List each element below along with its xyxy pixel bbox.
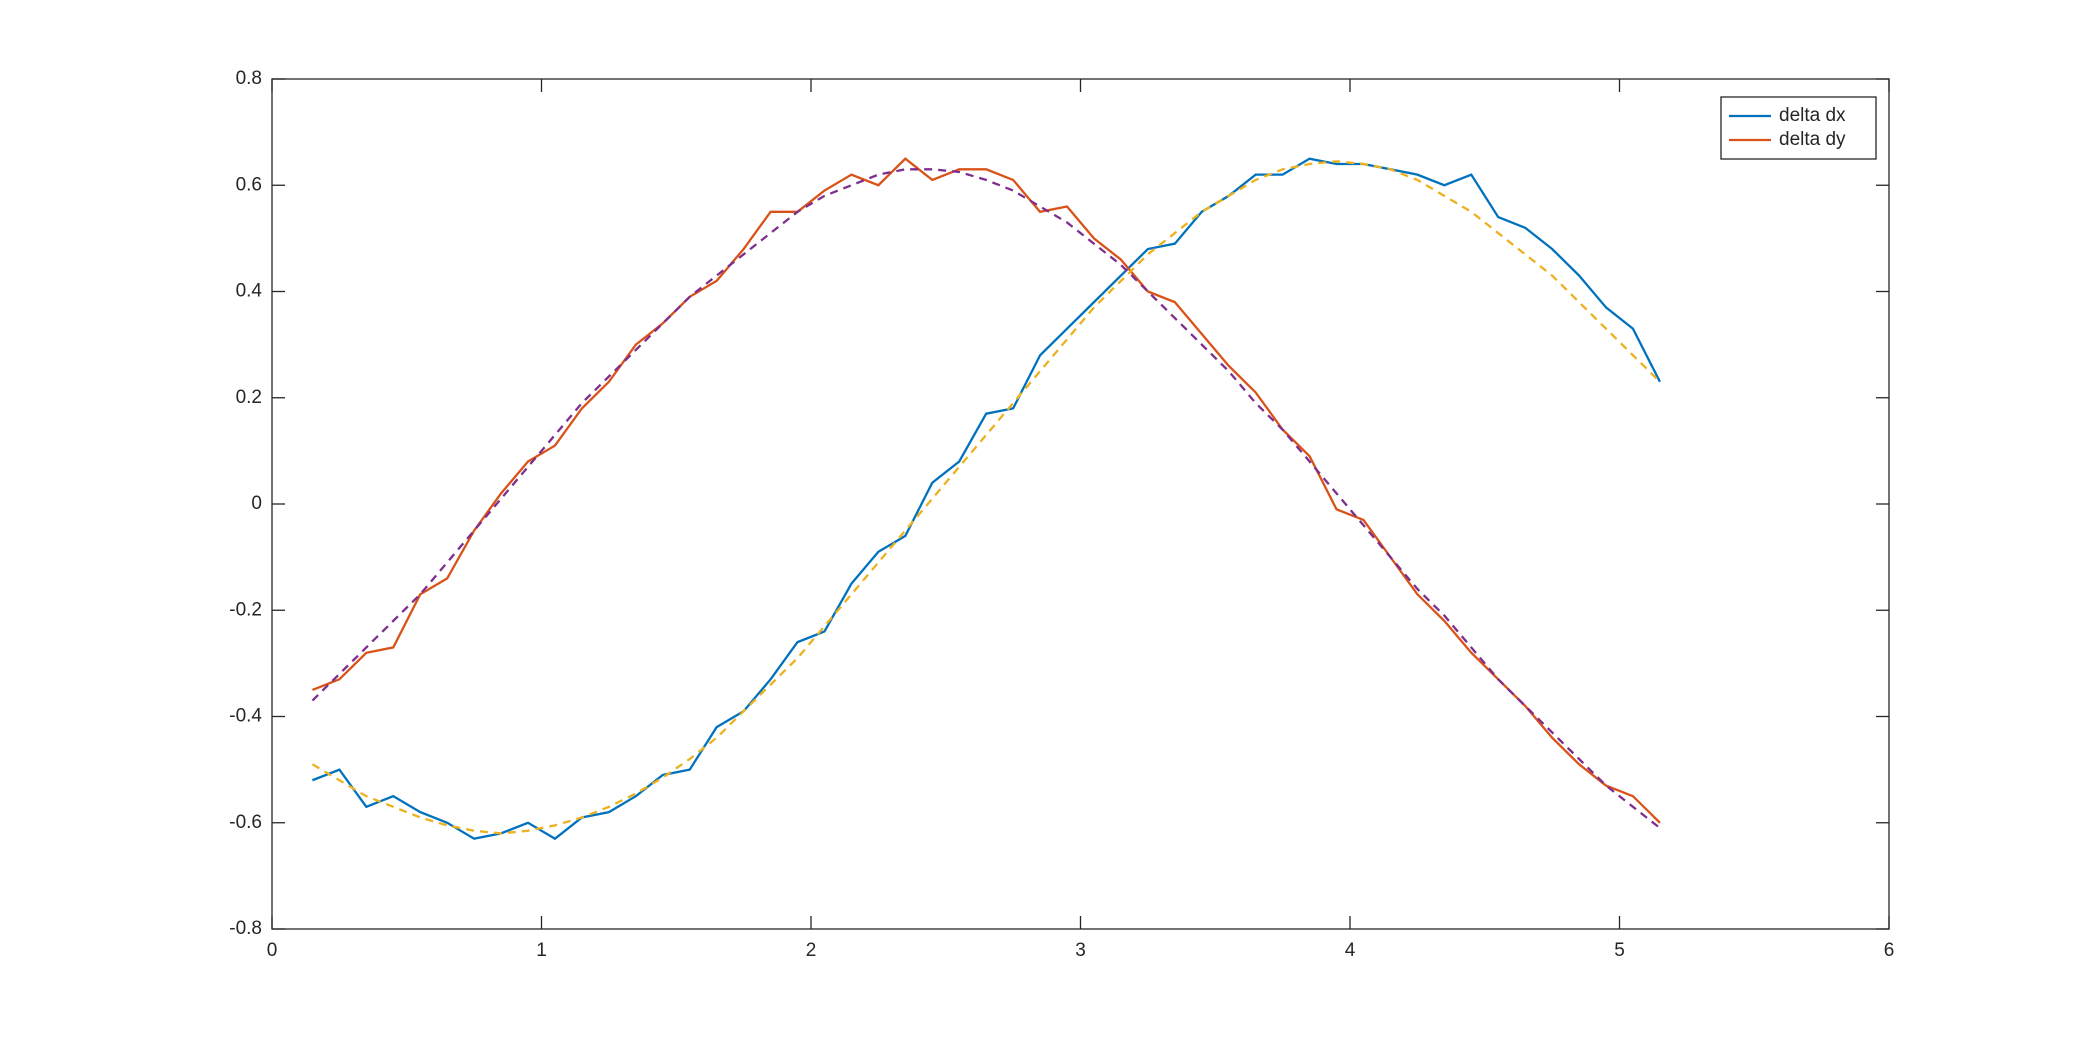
data-line <box>311 168 1661 829</box>
y-tick-label: 0.8 <box>236 68 262 89</box>
legend-label: delta dy <box>1779 129 1846 150</box>
x-tick-label: 6 <box>1884 940 1895 961</box>
x-tick-label: 4 <box>1345 940 1356 961</box>
y-tick-label: 0 <box>251 493 262 514</box>
data-line <box>311 160 1661 835</box>
plot-area <box>271 78 1890 930</box>
x-tick-label: 2 <box>806 940 817 961</box>
y-tick-label: -0.4 <box>229 706 262 727</box>
x-tick-label: 5 <box>1614 940 1625 961</box>
y-tick-label: 0.4 <box>236 281 263 302</box>
y-tick-label: 0.6 <box>236 174 262 195</box>
legend-label: delta dx <box>1779 105 1846 126</box>
y-tick-label: 0.2 <box>236 387 262 408</box>
x-tick-label: 3 <box>1075 940 1086 961</box>
data-line <box>312 157 1661 824</box>
y-tick-label: -0.6 <box>229 812 262 833</box>
y-tick-label: -0.2 <box>229 599 262 620</box>
legend-box <box>1720 96 1877 160</box>
x-tick-label: 0 <box>267 940 278 961</box>
y-tick-label: -0.8 <box>229 918 262 939</box>
x-tick-label: 1 <box>536 940 547 961</box>
